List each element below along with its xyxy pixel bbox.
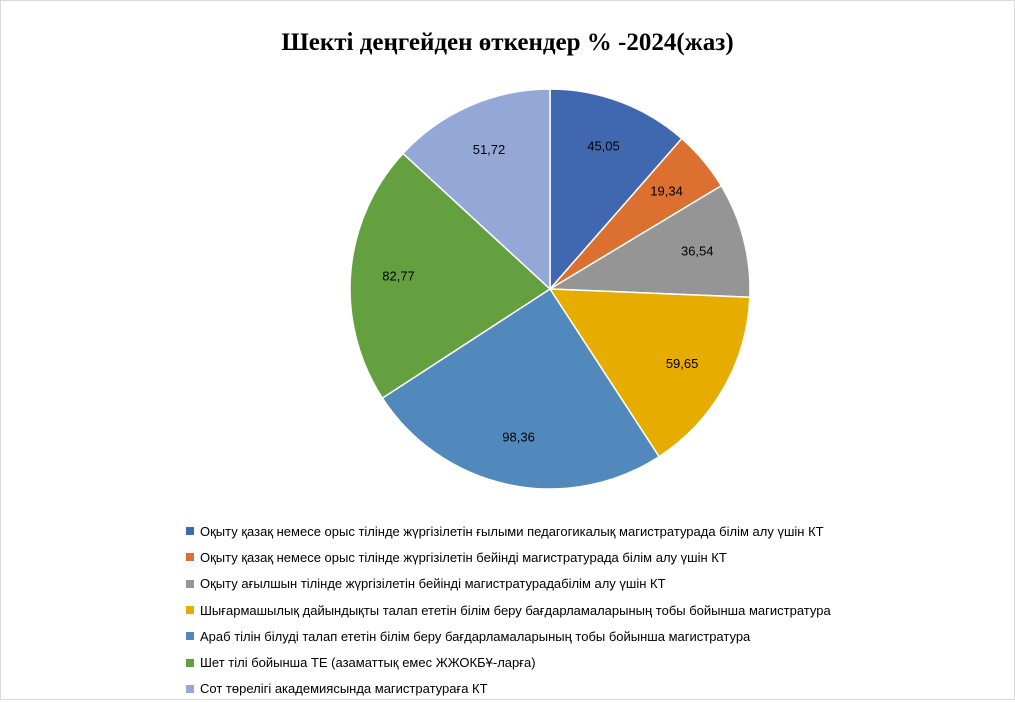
legend-swatch — [186, 632, 194, 641]
legend-item-5: Араб тілін білуді талап ететін білім бер… — [186, 623, 831, 649]
data-label-1: 45,05 — [587, 139, 620, 154]
legend-label: Сот төрелігі академиясында магистратурағ… — [200, 681, 488, 697]
pie-slice-6 — [349, 152, 552, 400]
legend-item-3: Оқыту ағылшын тілінде жүргізілетін бейін… — [186, 571, 831, 597]
pie-slice-1 — [549, 88, 683, 291]
pie-slice-4 — [548, 288, 751, 458]
legend-label: Араб тілін білуді талап ететін білім бер… — [200, 628, 751, 644]
legend-swatch — [186, 527, 194, 536]
legend-swatch — [186, 684, 194, 693]
legend-label: Шет тілі бойынша ТЕ (азаматтық емес ЖЖОК… — [200, 655, 536, 671]
legend-swatch — [186, 606, 194, 615]
legend-label: Оқыту ағылшын тілінде жүргізілетін бейін… — [200, 576, 666, 592]
pie-slice-7 — [401, 88, 551, 291]
legend-swatch — [186, 579, 194, 588]
legend-swatch — [186, 553, 194, 562]
pie-slice-3 — [547, 184, 751, 298]
data-label-3: 36,54 — [681, 243, 714, 258]
legend-item-2: Оқыту қазақ немесе орыс тілінде жүргізіл… — [186, 544, 831, 570]
legend-swatch — [186, 658, 194, 667]
data-label-4: 59,65 — [666, 356, 699, 371]
legend-item-6: Шет тілі бойынша ТЕ (азаматтық емес ЖЖОК… — [186, 649, 831, 675]
legend-label: Оқыту қазақ немесе орыс тілінде жүргізіл… — [200, 549, 727, 565]
legend-label: Оқыту қазақ немесе орыс тілінде жүргізіл… — [200, 523, 824, 539]
chart-title: Шекті деңгейден өткендер % -2024(жаз) — [281, 29, 734, 56]
legend-item-7: Сот төрелігі академиясында магистратурағ… — [186, 676, 831, 702]
chart-legend: Оқыту қазақ немесе орыс тілінде жүргізіл… — [186, 518, 831, 702]
pie-slice-5 — [381, 287, 661, 490]
legend-label: Шығармашылық дайындықты талап ететін біл… — [200, 602, 831, 618]
legend-item-4: Шығармашылық дайындықты талап ететін біл… — [186, 597, 831, 623]
legend-item-1: Оқыту қазақ немесе орыс тілінде жүргізіл… — [186, 518, 831, 544]
data-label-5: 98,36 — [502, 430, 535, 445]
pie-chart: 45,05 19,34 36,54 59,65 98,36 82,77 51,72 — [349, 88, 751, 490]
data-label-7: 51,72 — [473, 142, 506, 157]
data-label-2: 19,34 — [650, 183, 683, 198]
data-label-6: 82,77 — [382, 268, 415, 283]
